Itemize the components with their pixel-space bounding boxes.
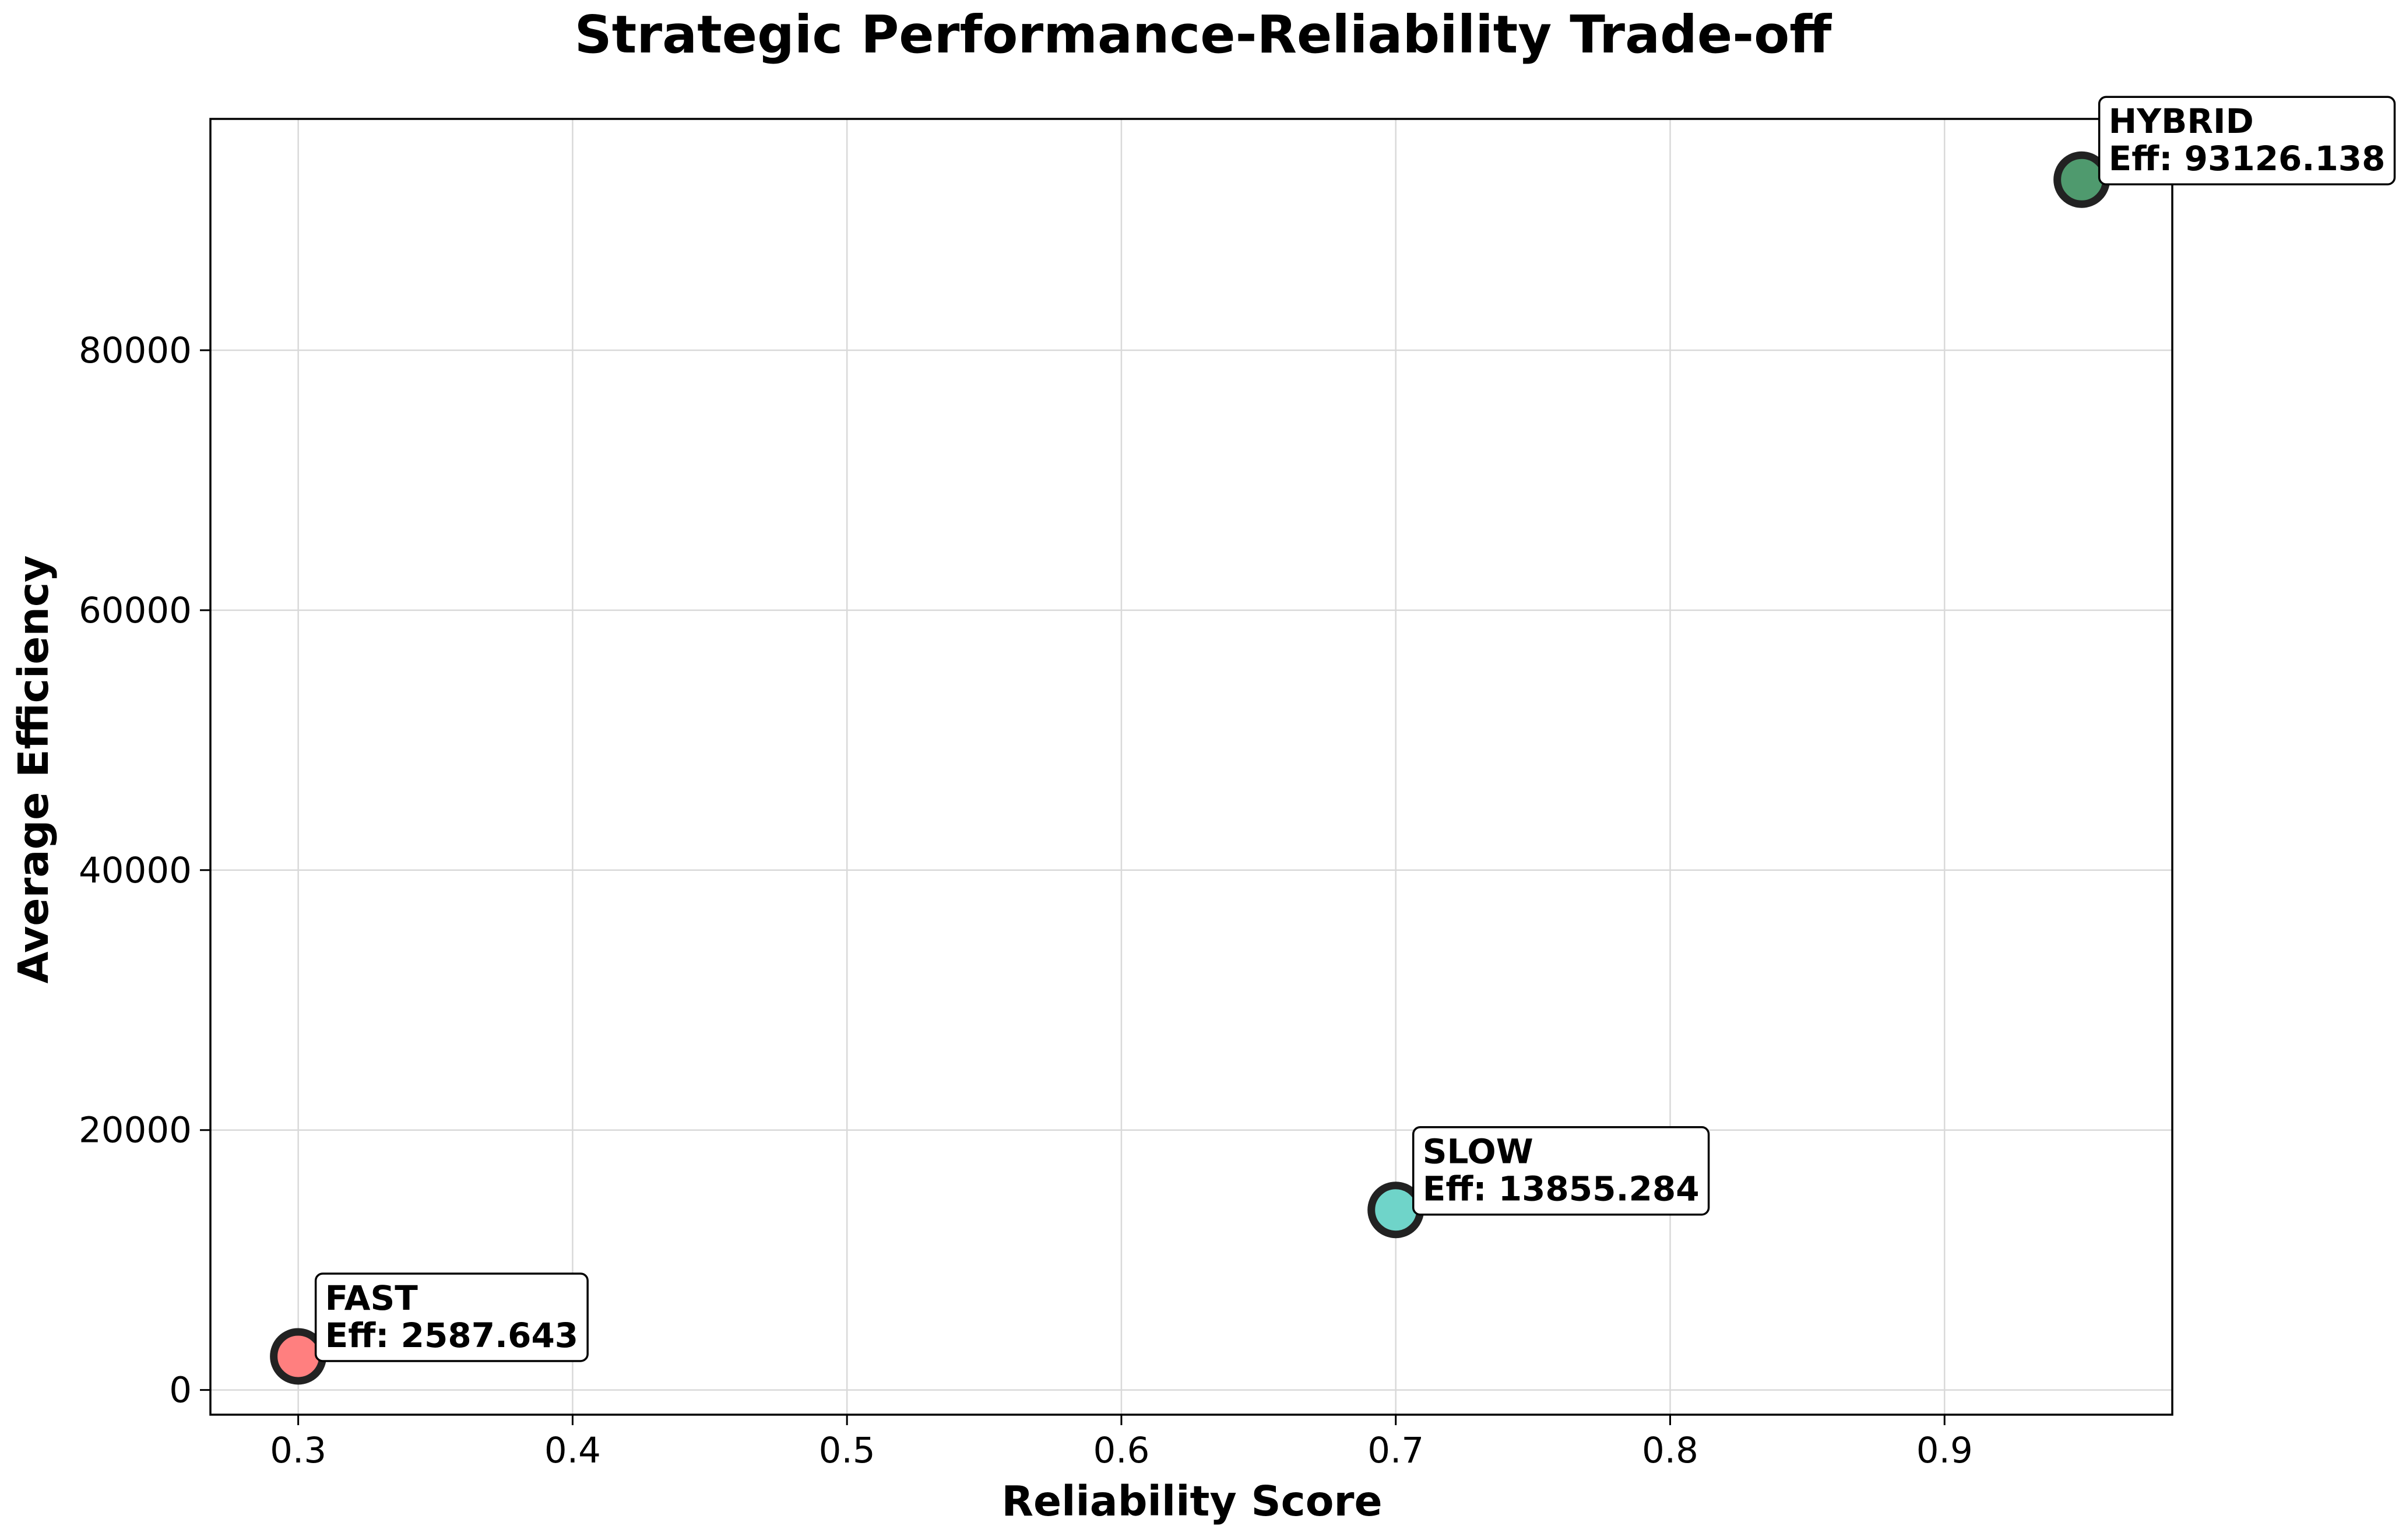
y-tick-label: 80000 [79,330,192,371]
axis-ticks: 0.3 0.4 0.5 0.6 0.7 0.8 0.9 0 20000 40000 60000 800… [79,330,1973,1471]
y-tick-label: 40000 [79,850,192,891]
y-tick-label: 20000 [79,1110,192,1151]
y-tick-label: 0 [169,1370,192,1411]
annotation-value: Eff: 2587.643 [325,1316,579,1355]
x-tick-label: 0.7 [1367,1430,1424,1471]
grid [210,119,2172,1415]
x-tick-label: 0.3 [270,1430,326,1471]
annotation-box [2098,96,2396,185]
y-tick-label: 60000 [79,590,192,631]
annotation-label: SLOW [1423,1132,1533,1172]
annotation-label: FAST [325,1278,418,1318]
plot-frame [209,118,2173,1416]
annotation-value: Eff: 13855.284 [1423,1169,1700,1209]
annotation-box [1412,1126,1710,1216]
x-tick-label: 0.5 [819,1430,875,1471]
annotation-value: Eff: 93126.138 [2109,139,2386,178]
x-tick-label: 0.6 [1093,1430,1149,1471]
x-tick-label: 0.9 [1916,1430,1973,1471]
y-axis-label: Average Efficiency [9,555,58,984]
x-tick-label: 0.8 [1642,1430,1698,1471]
annotation-box [314,1272,589,1362]
chart-title: Strategic Performance-Reliability Trade-… [575,4,1832,65]
x-tick-label: 0.4 [544,1430,601,1471]
annotation-label: HYBRID [2109,101,2254,141]
x-axis-label: Reliability Score [1001,1477,1382,1525]
